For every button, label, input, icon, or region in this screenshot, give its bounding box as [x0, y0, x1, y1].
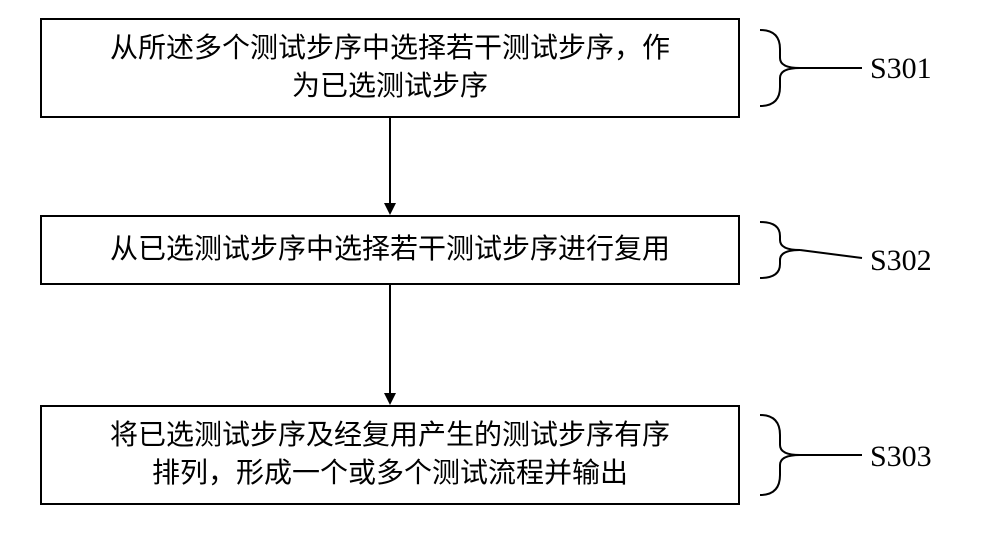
- step-label-1: S301: [870, 52, 932, 86]
- curly-1: [760, 30, 800, 106]
- step-label-3: S303: [870, 440, 932, 474]
- curly-2: [760, 222, 800, 278]
- flow-node-3: 将已选测试步序及经复用产生的测试步序有序 排列，形成一个或多个测试流程并输出: [40, 405, 740, 505]
- flow-node-1-text: 从所述多个测试步序中选择若干测试步序，作 为已选测试步序: [110, 30, 670, 106]
- curly-3: [760, 415, 800, 495]
- flow-node-2-text: 从已选测试步序中选择若干测试步序进行复用: [110, 231, 670, 269]
- step-label-2: S302: [870, 244, 932, 278]
- flow-node-2: 从已选测试步序中选择若干测试步序进行复用: [40, 215, 740, 285]
- flow-node-1: 从所述多个测试步序中选择若干测试步序，作 为已选测试步序: [40, 18, 740, 118]
- flowchart-canvas: 从所述多个测试步序中选择若干测试步序，作 为已选测试步序 S301 从已选测试步…: [0, 0, 1000, 535]
- flow-node-3-text: 将已选测试步序及经复用产生的测试步序有序 排列，形成一个或多个测试流程并输出: [110, 417, 670, 493]
- curly-2-leader: [800, 250, 862, 258]
